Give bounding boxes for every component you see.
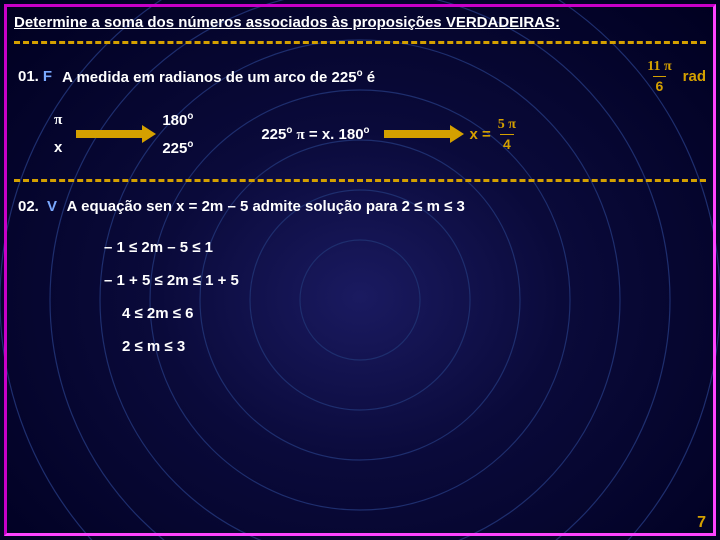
arrow-2-icon [384, 123, 464, 145]
q2-text: A equação sen x = 2m – 5 admite solução … [67, 198, 465, 215]
prop-result: x = 5 π 4 [470, 118, 519, 151]
question-02: 02. V A equação sen x = 2m – 5 admite so… [14, 198, 706, 215]
q1-number: 01. [18, 68, 39, 85]
step-3: 4 ≤ 2m ≤ 6 [122, 297, 706, 330]
slide-content: Determine a soma dos números associados … [14, 14, 706, 526]
q2-mark: V [47, 198, 57, 215]
divider-1 [14, 41, 706, 44]
page-title: Determine a soma dos números associados … [14, 14, 706, 31]
q1-result-fraction: 11 π 6 [644, 60, 674, 93]
q1-result-unit: rad [683, 68, 706, 85]
q2-number: 02. [18, 198, 39, 215]
step-4: 2 ≤ m ≤ 3 [122, 330, 706, 363]
prop-left-col: π x [54, 112, 62, 156]
question-01: 01. F A medida em radianos de um arco de… [14, 60, 706, 93]
proportion-row: π x 180o 225o 225o π = x. 180o x = 5 π 4 [54, 111, 706, 157]
page-number: 7 [697, 514, 706, 532]
prop-right-col: 180o 225o [162, 111, 193, 157]
q1-mark: F [43, 68, 52, 85]
step-2: – 1 + 5 ≤ 2m ≤ 1 + 5 [104, 264, 706, 297]
arrow-1-icon [76, 123, 156, 145]
divider-2 [14, 179, 706, 182]
solution-steps: – 1 ≤ 2m – 5 ≤ 1 – 1 + 5 ≤ 2m ≤ 1 + 5 4 … [104, 231, 706, 363]
q1-text: A medida em radianos de um arco de 225o … [62, 68, 375, 86]
cross-mult: 225o π = x. 180o [261, 125, 369, 144]
step-1: – 1 ≤ 2m – 5 ≤ 1 [104, 231, 706, 264]
